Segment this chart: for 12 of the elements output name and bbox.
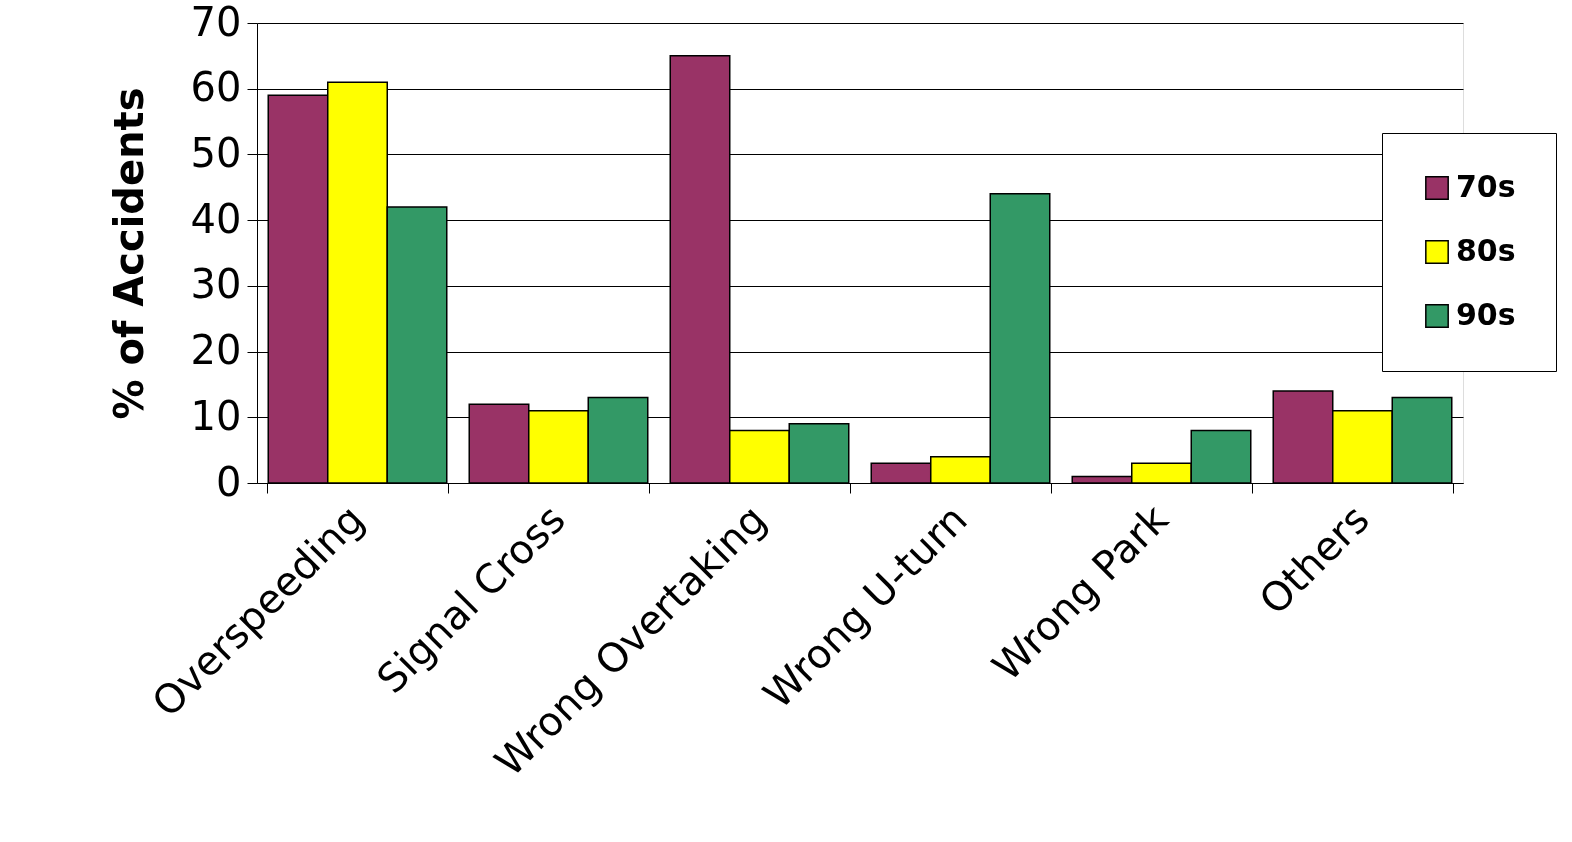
legend-label: 80s xyxy=(1456,233,1516,268)
legend-label: 70s xyxy=(1456,169,1516,204)
y-tick-label: 20 xyxy=(190,327,242,374)
y-tick-label: 10 xyxy=(190,392,242,439)
y-tick-label: 40 xyxy=(190,195,242,242)
y-tick-label: 0 xyxy=(216,458,242,505)
y-tick-label: 30 xyxy=(190,261,242,308)
y-tick-label: 70 xyxy=(190,0,242,45)
legend-label: 90s xyxy=(1456,297,1516,332)
y-tick-label: 60 xyxy=(190,64,242,111)
y-tick-label: 50 xyxy=(190,129,242,176)
y-axis-title: % of Accidents xyxy=(105,87,152,420)
